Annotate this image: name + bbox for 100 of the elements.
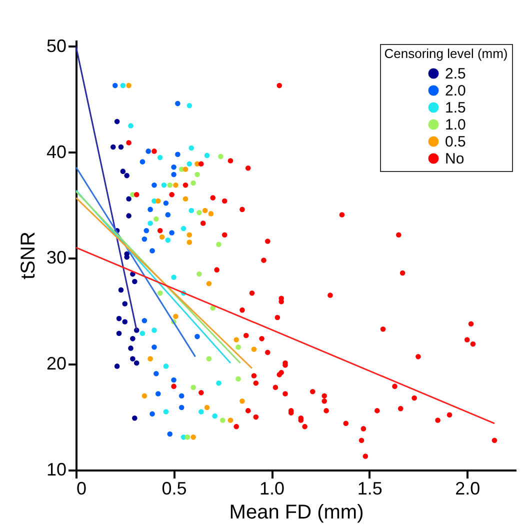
point: [186, 240, 192, 245]
point: [148, 206, 153, 212]
point: [140, 330, 146, 336]
point: [118, 287, 124, 293]
y-tick-label: 10: [46, 460, 66, 480]
point: [240, 398, 245, 404]
point: [144, 228, 150, 234]
point: [165, 238, 171, 243]
point: [206, 280, 212, 286]
point: [190, 384, 196, 390]
point: [124, 172, 130, 178]
point: [167, 431, 173, 437]
y-tick-label: 50: [46, 36, 66, 56]
point: [150, 411, 155, 417]
point: [202, 208, 208, 214]
point: [142, 393, 148, 399]
point: [216, 242, 222, 248]
point: [114, 118, 120, 124]
point: [175, 100, 180, 106]
point: [173, 314, 178, 320]
point: [204, 404, 210, 410]
x-tick-label: 0: [76, 478, 87, 498]
point: [220, 418, 226, 423]
point: [110, 144, 116, 150]
point: [171, 164, 176, 170]
point: [190, 180, 196, 186]
point: [163, 409, 169, 414]
point: [196, 271, 202, 277]
legend-label: No: [445, 150, 464, 168]
legend-title: Censoring level (mm): [384, 46, 508, 61]
point: [126, 82, 132, 88]
point: [157, 154, 163, 160]
point: [146, 148, 151, 154]
point: [116, 330, 122, 336]
x-tick-label: 2.0: [455, 478, 480, 498]
x-tick-label: 0.5: [162, 478, 187, 498]
point: [186, 103, 192, 108]
point: [163, 364, 169, 369]
point: [132, 415, 138, 421]
point: [198, 409, 204, 414]
point: [171, 274, 176, 280]
point: [140, 159, 146, 164]
point: [188, 208, 194, 214]
point: [148, 220, 153, 226]
point: [194, 334, 200, 340]
point: [178, 404, 184, 410]
point: [130, 336, 136, 342]
point: [169, 230, 174, 236]
point: [132, 278, 138, 284]
point: [159, 234, 165, 240]
legend-label: 2.0: [445, 82, 466, 100]
y-tick-label: 20: [46, 354, 66, 374]
point: [186, 232, 192, 238]
point: [161, 182, 167, 188]
point: [116, 316, 122, 322]
point: [171, 172, 176, 178]
point: [152, 344, 157, 350]
legend-label: 1.0: [445, 116, 466, 134]
point: [180, 226, 186, 232]
point: [173, 182, 178, 188]
point: [154, 216, 159, 222]
point: [157, 290, 163, 296]
point: [152, 328, 157, 333]
point: [126, 196, 132, 202]
x-axis-title: Mean FD (mm): [229, 502, 364, 524]
point: [155, 391, 161, 396]
point: [236, 376, 241, 382]
point: [182, 196, 188, 202]
point: [228, 418, 234, 423]
legend-label: 0.5: [445, 134, 466, 150]
point: [120, 168, 126, 174]
point: [218, 154, 224, 160]
point: [188, 145, 194, 151]
point: [190, 434, 196, 440]
y-tick-label: 40: [46, 142, 66, 162]
point: [142, 236, 148, 242]
point: [182, 166, 188, 172]
point: [128, 346, 134, 351]
point: [165, 212, 171, 218]
point: [120, 82, 126, 88]
legend-label: 2.5: [445, 66, 466, 82]
point: [216, 380, 222, 386]
point: [152, 182, 157, 188]
x-tick-label: 1.0: [260, 478, 285, 498]
x-tick-label: 1.5: [357, 478, 382, 498]
point: [175, 152, 180, 158]
point: [208, 211, 214, 216]
point: [142, 318, 148, 324]
point: [112, 82, 118, 88]
point: [130, 356, 136, 362]
point: [186, 161, 192, 167]
point: [251, 346, 257, 352]
point: [126, 213, 132, 218]
point: [196, 210, 202, 216]
point: [118, 144, 124, 150]
point: [150, 248, 155, 254]
point: [184, 434, 190, 440]
point: [154, 370, 159, 376]
point: [122, 319, 128, 324]
point: [148, 356, 153, 362]
